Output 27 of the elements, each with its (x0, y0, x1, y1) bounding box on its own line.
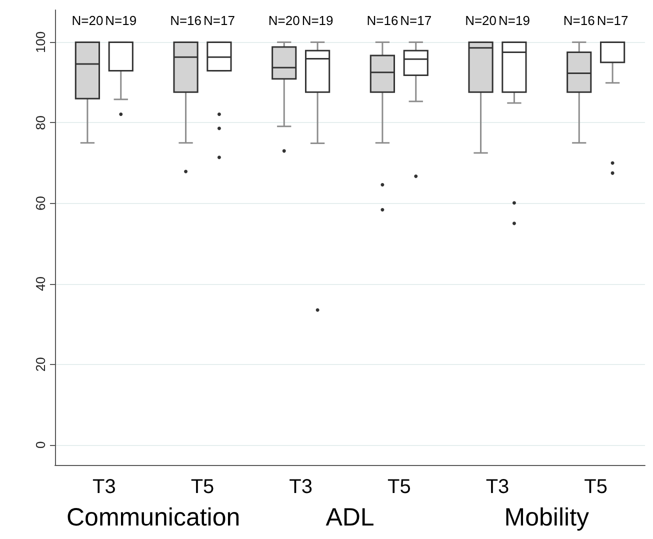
annotation: N=20 (72, 13, 104, 28)
y-tick-label: 100 (33, 31, 48, 54)
y-tick-label: 80 (33, 116, 48, 130)
x-tick-label: T3 (486, 476, 510, 498)
y-tick-label: 40 (33, 276, 48, 292)
annotation: N=19 (105, 13, 137, 28)
annotation: N=16 (366, 13, 398, 28)
annotation: N=20 (465, 13, 497, 28)
x-tick-label: T5 (190, 476, 214, 498)
x-tick-label: T5 (584, 476, 608, 498)
annotation: N=17 (203, 13, 235, 28)
y-tick-label: 60 (33, 196, 48, 211)
x-tick-label: T3 (92, 476, 116, 498)
annotation: N=16 (563, 13, 595, 28)
text: Mobility (504, 504, 590, 532)
annotation: N=19 (498, 13, 530, 28)
x-tick-label: T5 (387, 476, 411, 498)
annotation: N=16 (170, 13, 202, 28)
annotation: N=17 (596, 13, 628, 28)
y-tick-label: 0 (33, 441, 48, 448)
text: ADL (326, 504, 374, 532)
text: Communication (66, 504, 240, 532)
annotation: N=19 (302, 13, 334, 28)
annotation: N=17 (400, 13, 432, 28)
annotation: N=20 (268, 13, 300, 28)
x-tick-label: T3 (289, 476, 313, 498)
y-tick-label: 20 (33, 357, 48, 372)
